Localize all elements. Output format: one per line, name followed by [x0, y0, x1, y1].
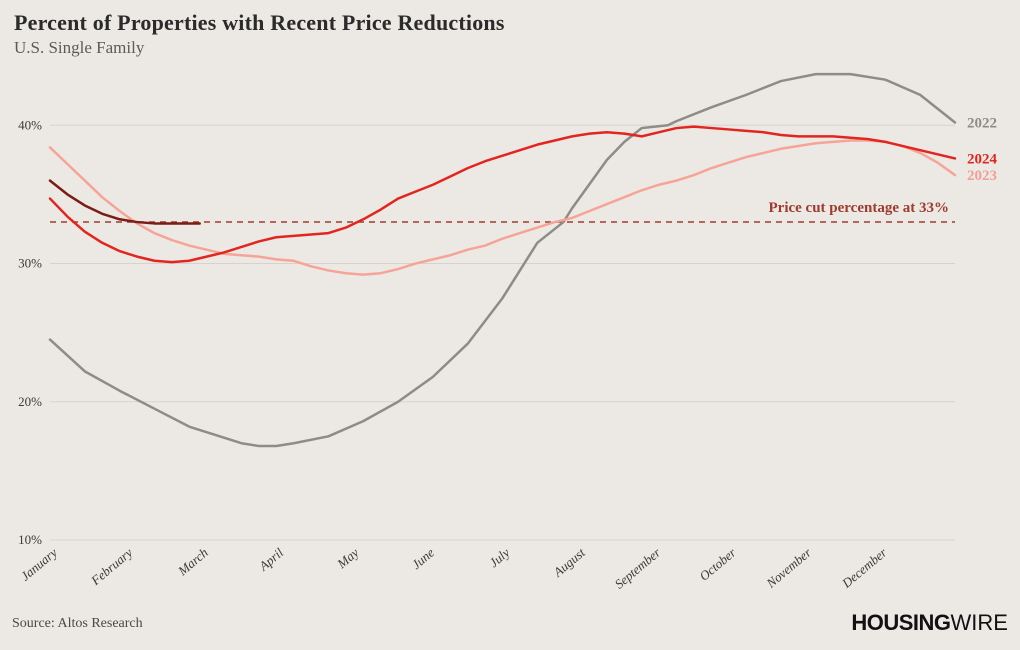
series-label-2024: 2024 — [967, 151, 998, 167]
svg-text:May: May — [333, 545, 361, 572]
x-tick: February — [87, 545, 135, 589]
x-tick: May — [333, 545, 361, 572]
x-tick: June — [409, 545, 438, 572]
svg-text:10%: 10% — [18, 532, 42, 547]
svg-text:20%: 20% — [18, 394, 42, 409]
x-tick: September — [612, 544, 664, 591]
svg-text:March: March — [174, 545, 211, 579]
chart-svg: 10% 20% 30% 40% January February March April May… — [0, 0, 1020, 650]
y-gridline: 20% — [18, 394, 955, 409]
series-label-2022: 2022 — [967, 116, 997, 132]
svg-text:January: January — [18, 545, 60, 584]
reference-label: Price cut percentage at 33% — [769, 200, 950, 216]
x-tick: October — [696, 544, 739, 583]
x-tick: March — [174, 545, 211, 579]
x-tick: July — [486, 545, 512, 571]
svg-text:September: September — [612, 544, 664, 591]
series-label-2023: 2023 — [967, 168, 997, 184]
svg-text:April: April — [255, 545, 286, 575]
svg-text:30%: 30% — [18, 256, 42, 271]
y-gridline: 30% — [18, 256, 955, 271]
svg-text:October: October — [696, 544, 739, 583]
series-2025 — [50, 181, 200, 224]
svg-text:December: December — [838, 544, 890, 591]
x-tick: January — [18, 545, 60, 584]
y-gridline: 40% — [18, 117, 955, 132]
x-tick: April — [255, 545, 286, 575]
svg-text:June: June — [409, 545, 438, 572]
svg-text:July: July — [486, 545, 512, 571]
x-tick: November — [763, 544, 815, 591]
x-tick: December — [838, 544, 890, 591]
series-2024 — [50, 127, 955, 262]
svg-text:40%: 40% — [18, 117, 42, 132]
x-tick: August — [550, 545, 588, 581]
svg-text:November: November — [763, 544, 815, 591]
y-gridline: 10% — [18, 532, 955, 547]
svg-text:August: August — [550, 545, 588, 581]
svg-text:February: February — [87, 545, 135, 589]
